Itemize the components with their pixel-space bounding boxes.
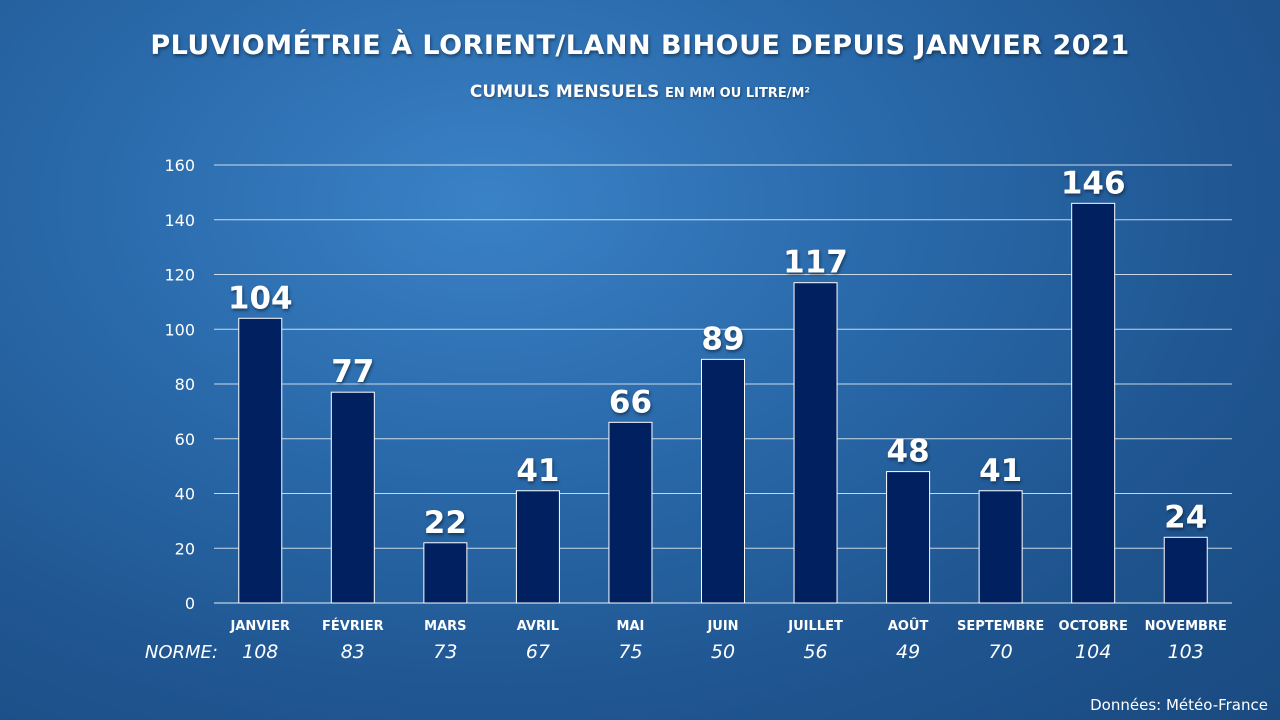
data-label: 22 xyxy=(424,505,467,541)
bar xyxy=(701,358,745,604)
data-label: 146 xyxy=(1061,165,1126,201)
norm-value: 67 xyxy=(526,641,550,663)
subtitle-main: CUMULS MENSUELS xyxy=(469,82,660,102)
bar xyxy=(515,490,560,604)
norm-value: 108 xyxy=(242,641,278,663)
x-tick-label: AVRIL xyxy=(517,619,559,634)
bar xyxy=(793,282,838,604)
bar xyxy=(1071,202,1116,604)
data-label: 117 xyxy=(783,245,848,281)
bar xyxy=(330,391,375,604)
bar xyxy=(238,317,283,604)
norm-value: 70 xyxy=(989,641,1013,663)
x-tick-label: MAI xyxy=(617,619,645,634)
norm-value: 50 xyxy=(711,641,735,663)
data-label: 77 xyxy=(331,354,374,390)
x-tick-label: JANVIER xyxy=(229,619,290,634)
bar xyxy=(886,471,931,604)
norm-value: 83 xyxy=(341,641,365,663)
x-axis-ticks: JANVIER FÉVRIER MARS AVRIL MAI JUIN JUILLET AOÛ… xyxy=(229,618,1226,634)
y-tick-label: 160 xyxy=(164,156,195,175)
norm-value: 75 xyxy=(618,641,642,663)
norm-row: 108 83 73 67 75 50 56 49 70 104 103 NORME: xyxy=(145,641,1204,663)
x-tick-label: JUIN xyxy=(706,619,738,634)
data-label: 48 xyxy=(887,434,930,470)
norm-value: 56 xyxy=(803,641,827,663)
x-tick-label: JUILLET xyxy=(787,619,843,634)
y-tick-label: 80 xyxy=(175,375,195,394)
y-tick-label: 60 xyxy=(175,430,195,449)
norm-value: 104 xyxy=(1075,641,1111,663)
bar xyxy=(1163,536,1208,604)
x-tick-label: MARS xyxy=(424,619,466,634)
y-tick-label: 120 xyxy=(164,266,195,285)
norm-value: 73 xyxy=(433,641,457,663)
subtitle-unit: EN MM OU LITRE/M² xyxy=(665,86,811,101)
y-tick-label: 20 xyxy=(175,539,195,558)
bar xyxy=(978,490,1023,604)
bar xyxy=(423,542,468,604)
chart-subtitle: CUMULS MENSUELS EN MM OU LITRE/M² xyxy=(0,82,1280,102)
data-label: 104 xyxy=(228,280,293,316)
x-tick-label: NOVEMBRE xyxy=(1145,619,1227,634)
norm-value: 49 xyxy=(896,641,920,663)
data-label: 89 xyxy=(701,321,744,357)
y-tick-label: 0 xyxy=(185,594,195,613)
data-label: 41 xyxy=(979,453,1022,489)
chart-title: PLUVIOMÉTRIE À LORIENT/LANN BIHOUE DEPUI… xyxy=(150,30,1130,61)
data-label: 66 xyxy=(609,384,652,420)
norm-value: 103 xyxy=(1168,641,1204,663)
y-tick-label: 40 xyxy=(175,485,195,504)
source-note: Données: Météo-France xyxy=(1090,696,1268,714)
x-tick-label: FÉVRIER xyxy=(322,618,384,634)
data-label: 41 xyxy=(516,453,559,489)
x-tick-label: AOÛT xyxy=(888,618,929,634)
bar xyxy=(608,421,653,604)
bars xyxy=(238,202,1208,604)
data-label: 24 xyxy=(1164,499,1207,535)
y-axis-ticks: 0 20 40 60 80 100 120 140 160 xyxy=(164,156,195,613)
data-labels: 104 77 22 41 66 89 117 48 41 146 24 xyxy=(228,165,1207,540)
y-tick-label: 100 xyxy=(164,320,195,339)
norm-label: NORME: xyxy=(145,642,218,663)
x-tick-label: SEPTEMBRE xyxy=(957,619,1044,634)
x-tick-label: OCTOBRE xyxy=(1059,619,1128,634)
y-tick-label: 140 xyxy=(164,211,195,230)
